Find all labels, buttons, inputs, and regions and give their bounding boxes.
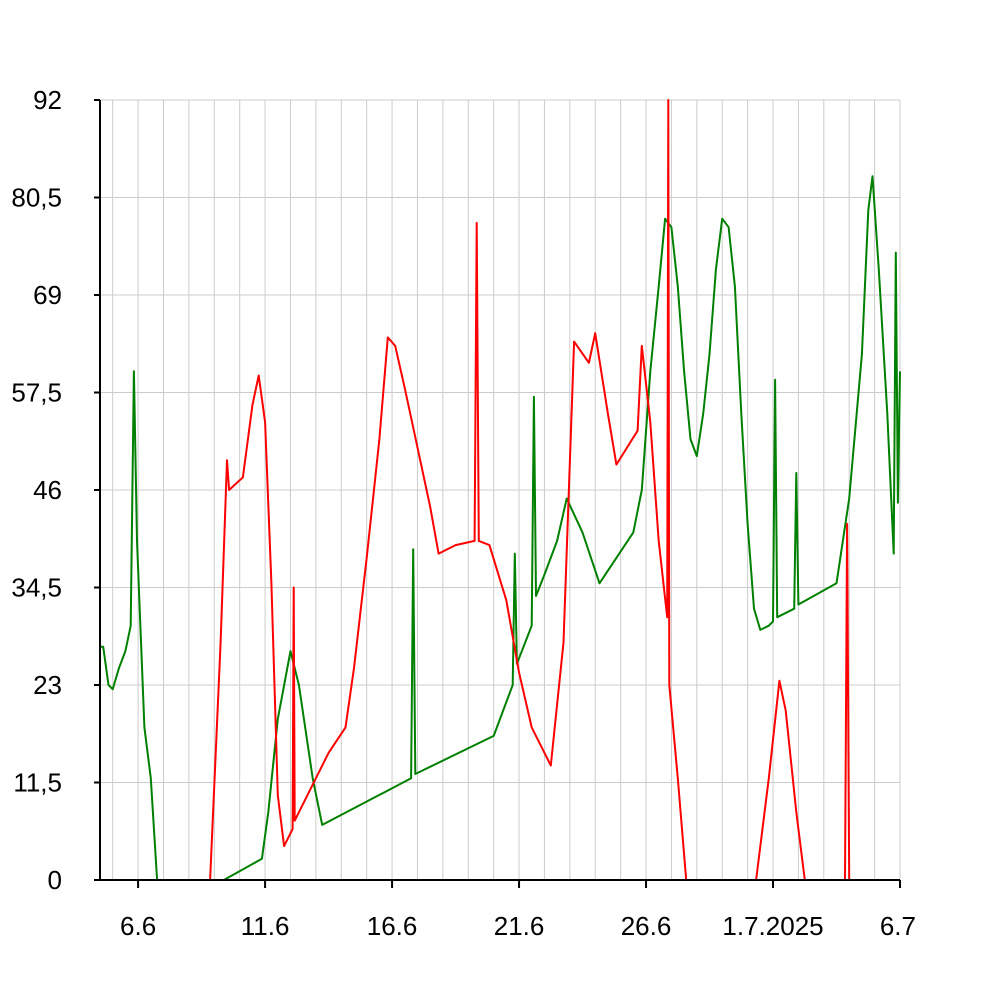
x-tick-label: 21.6 (494, 911, 545, 941)
tick-labels: 0 11,5 23 34,5 46 57,5 69 80,5 92 6.6 11.6 16.6 21.6… (11, 85, 916, 941)
y-tick-label: 46 (33, 475, 62, 505)
x-tick-label: 26.6 (621, 911, 672, 941)
series-line-1 (100, 175, 901, 881)
y-tick-label: 23 (33, 670, 62, 700)
x-tick-label: 6.6 (120, 911, 156, 941)
y-tick-label: 57,5 (11, 378, 62, 408)
grid (100, 99, 901, 881)
axes (94, 99, 901, 888)
y-tick-label: 92 (33, 85, 62, 115)
x-tick-label: 11.6 (241, 911, 290, 941)
x-tick-label: 16.6 (367, 911, 418, 941)
x-tick-label: 6.7 (880, 911, 916, 941)
y-tick-label: 0 (48, 865, 62, 895)
x-tick-label: 1.7.2025 (722, 911, 823, 941)
y-tick-label: 34,5 (11, 573, 62, 603)
y-tick-label: 11,5 (13, 768, 62, 798)
y-tick-label: 80,5 (11, 183, 62, 213)
y-tick-label: 69 (33, 280, 62, 310)
